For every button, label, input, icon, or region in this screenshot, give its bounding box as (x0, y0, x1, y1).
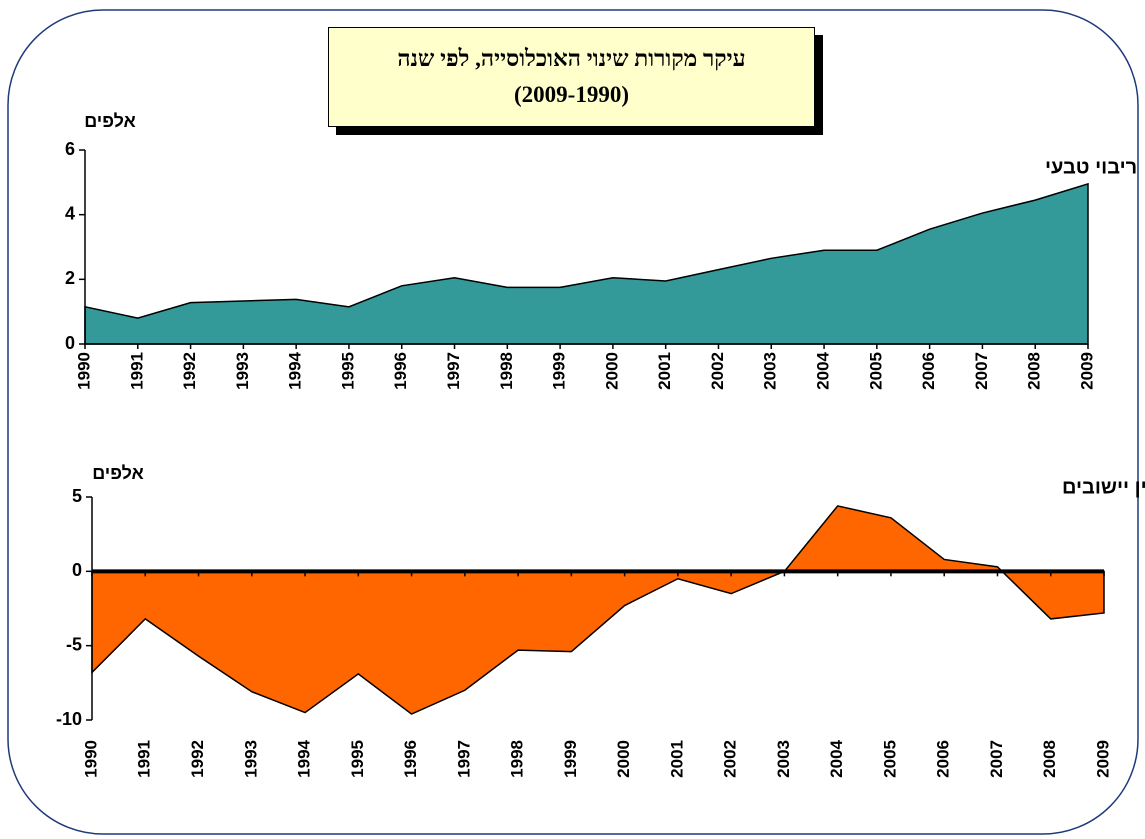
y-tick-label: 4 (65, 203, 75, 223)
x-tick-label: 1991 (135, 740, 154, 778)
x-tick-label: 2000 (614, 740, 633, 778)
x-tick-label: 1996 (391, 352, 410, 390)
x-tick-label: 1990 (74, 352, 93, 390)
chart-title: עיקר מקורות שינוי האוכלוסייה, לפי שנה (397, 46, 746, 71)
y-tick-label: 5 (72, 486, 82, 506)
x-tick-label: 2009 (1077, 352, 1096, 390)
x-tick-label: 2004 (827, 739, 846, 777)
x-tick-label: 2005 (880, 740, 899, 778)
x-tick-label: 2003 (774, 740, 793, 778)
x-tick-label: 2007 (987, 740, 1006, 778)
x-tick-label: 1994 (295, 739, 314, 777)
area (84, 182, 1089, 345)
x-tick-label: 1998 (497, 352, 516, 390)
title-box: עיקר מקורות שינוי האוכלוסייה, לפי שנה (2… (328, 27, 815, 127)
x-tick-label: 2008 (1025, 352, 1044, 390)
x-tick-label: 2007 (972, 352, 991, 390)
x-tick-label: 2002 (708, 352, 727, 390)
x-tick-label: 1993 (233, 352, 252, 390)
y-tick-label: -10 (56, 709, 82, 729)
chart-subtitle: (2009-1990) (514, 82, 629, 107)
x-tick-label: 2000 (602, 352, 621, 390)
x-tick-label: 1999 (561, 740, 580, 778)
x-tick-label: 1997 (454, 740, 473, 778)
y-tick-label: 0 (72, 560, 82, 580)
y-axis-label: אלפים (84, 111, 136, 131)
x-tick-label: 1995 (348, 740, 367, 778)
x-tick-label: 1998 (508, 740, 527, 778)
x-tick-label: 2005 (866, 352, 885, 390)
x-tick-label: 2002 (721, 740, 740, 778)
x-tick-label: 2008 (1040, 740, 1059, 778)
area (91, 505, 1105, 715)
y-axis-label: אלפים (92, 463, 144, 483)
x-tick-label: 2006 (919, 352, 938, 390)
x-tick-label: 1993 (241, 740, 260, 778)
series-label: מאזן הגירה פנימית בין יישובים (1062, 476, 1145, 498)
x-tick-label: 1997 (444, 352, 463, 390)
x-tick-label: 2004 (814, 351, 833, 389)
y-tick-label: 0 (65, 333, 75, 353)
x-tick-label: 1992 (188, 740, 207, 778)
x-tick-label: 2001 (667, 740, 686, 778)
x-tick-label: 2009 (1093, 740, 1112, 778)
x-tick-label: 2003 (761, 352, 780, 390)
series-label: ריבוי טבעי (1045, 156, 1137, 178)
y-tick-label: 6 (65, 139, 75, 159)
x-tick-label: 1995 (338, 352, 357, 390)
x-tick-label: 1994 (286, 351, 305, 389)
frame (7, 9, 1139, 835)
x-tick-label: 1990 (81, 740, 100, 778)
x-tick-label: 1996 (401, 740, 420, 778)
x-tick-label: 2001 (655, 352, 674, 390)
x-tick-label: 1992 (180, 352, 199, 390)
x-tick-label: 1999 (550, 352, 569, 390)
y-tick-label: 2 (65, 268, 75, 288)
x-tick-label: 2006 (934, 740, 953, 778)
x-tick-label: 1991 (127, 352, 146, 390)
y-tick-label: -5 (66, 634, 82, 654)
